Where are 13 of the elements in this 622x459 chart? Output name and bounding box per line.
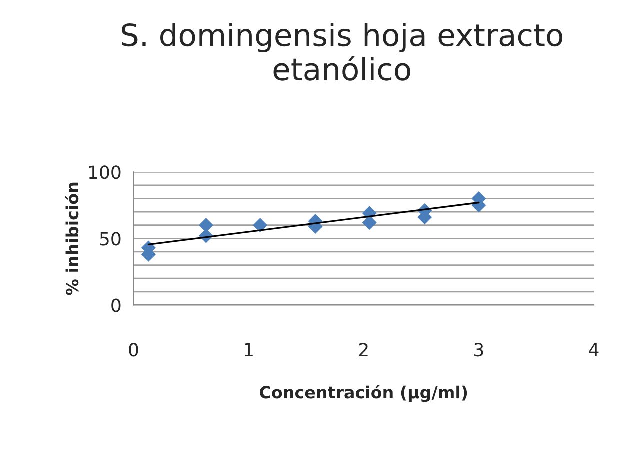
y-axis-title: % inhibición xyxy=(65,182,79,296)
x-tick-label: 4 xyxy=(589,343,599,356)
x-tick-label: 0 xyxy=(129,343,138,357)
x-tick-label: 1 xyxy=(245,343,253,356)
x-tick-label: 2 xyxy=(359,343,368,356)
y-tick-label: 0 xyxy=(112,298,121,312)
chart-title: S. domingensis hoja extracto etanólico xyxy=(122,22,563,81)
x-tick-label: 3 xyxy=(474,343,484,357)
y-tick-label: 100 xyxy=(89,166,121,180)
y-tick-label: 50 xyxy=(100,232,121,246)
x-axis-title: Concentración (µg/ml) xyxy=(260,385,468,402)
point xyxy=(198,218,214,233)
point xyxy=(253,218,268,233)
